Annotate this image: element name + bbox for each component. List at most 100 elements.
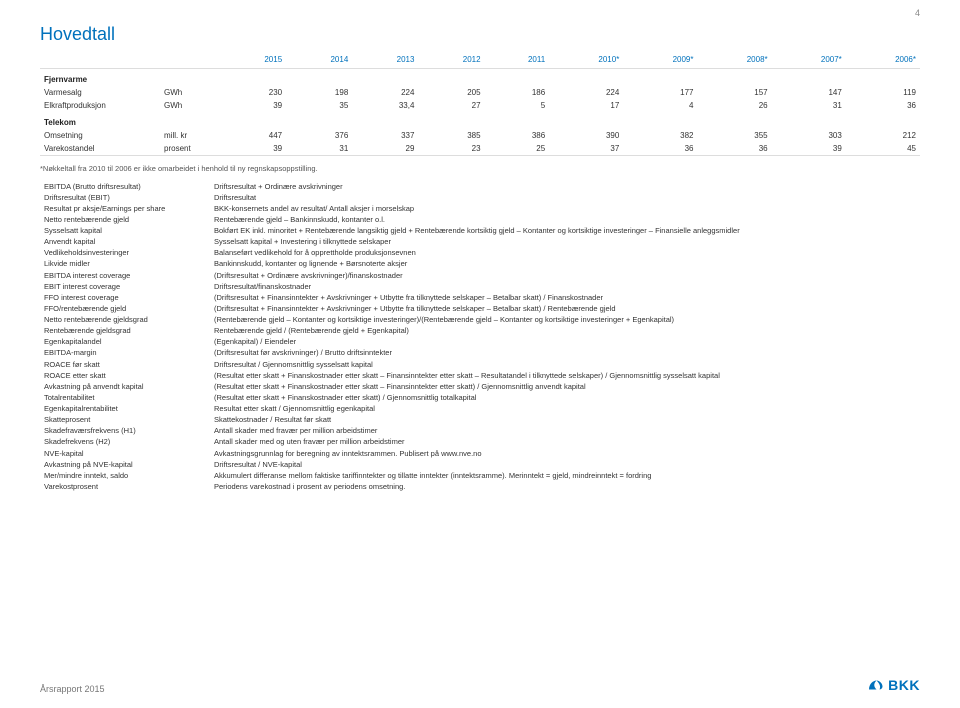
row-value: 119 — [846, 86, 920, 99]
row-value: 39 — [772, 142, 846, 155]
logo-text: BKK — [888, 677, 920, 693]
definition-desc: BKK-konsernets andel av resultat/ Antall… — [210, 203, 920, 214]
definition-term: Egenkapitalrentabilitet — [40, 404, 210, 415]
row-label: Varmesalg — [40, 86, 160, 99]
definition-row: FFO interest coverage(Driftsresultat + F… — [40, 292, 920, 303]
definition-desc: (Driftsresultat + Finansinntekter + Avsk… — [210, 292, 920, 303]
definition-term: FFO/rentebærende gjeld — [40, 303, 210, 314]
table-row: VarmesalgGWh2301982242051862241771571471… — [40, 86, 920, 99]
definition-desc: Skattekostnader / Resultat før skatt — [210, 415, 920, 426]
definition-desc: Bankinnskudd, kontanter og lignende + Bø… — [210, 259, 920, 270]
definition-desc: (Driftsresultat + Finansinntekter + Avsk… — [210, 303, 920, 314]
col-year: 2011 — [485, 53, 550, 69]
row-unit: mill. kr — [160, 129, 220, 142]
row-value: 25 — [485, 142, 550, 155]
definition-desc: (Resultat etter skatt + Finanskostnader … — [210, 392, 920, 403]
definition-row: EgenkapitalrentabilitetResultat etter sk… — [40, 404, 920, 415]
row-value: 147 — [772, 86, 846, 99]
definition-desc: Driftsresultat + Ordinære avskrivninger — [210, 181, 920, 192]
col-spacer — [160, 53, 220, 69]
row-value: 212 — [846, 129, 920, 142]
row-value: 390 — [549, 129, 623, 142]
page-number: 4 — [915, 8, 920, 18]
definition-row: Anvendt kapitalSysselsatt kapital + Inve… — [40, 237, 920, 248]
row-value: 17 — [549, 99, 623, 112]
row-value: 303 — [772, 129, 846, 142]
definition-row: EBITDA (Brutto driftsresultat)Driftsresu… — [40, 181, 920, 192]
footer-text: Årsrapport 2015 — [40, 684, 105, 694]
definition-term: Avkastning på NVE-kapital — [40, 459, 210, 470]
definition-row: Mer/mindre inntekt, saldoAkkumulert diff… — [40, 470, 920, 481]
definition-row: EBITDA-margin(Driftsresultat før avskriv… — [40, 348, 920, 359]
definition-desc: Driftsresultat / NVE-kapital — [210, 459, 920, 470]
row-label: Omsetning — [40, 129, 160, 142]
row-value: 31 — [286, 142, 352, 155]
definition-term: Skadefraværsfrekvens (H1) — [40, 426, 210, 437]
definition-term: ROACE før skatt — [40, 359, 210, 370]
row-value: 205 — [418, 86, 484, 99]
definition-term: EBITDA-margin — [40, 348, 210, 359]
definition-row: ROACE før skattDriftsresultat / Gjennoms… — [40, 359, 920, 370]
definition-desc: Rentebærende gjeld / (Rentebærende gjeld… — [210, 326, 920, 337]
row-value: 5 — [485, 99, 550, 112]
row-value: 337 — [352, 129, 418, 142]
definition-term: Sysselsatt kapital — [40, 226, 210, 237]
section-name: Telekom — [40, 112, 920, 129]
definition-row: EBITDA interest coverage(Driftsresultat … — [40, 270, 920, 281]
row-value: 26 — [697, 99, 771, 112]
row-value: 230 — [220, 86, 286, 99]
definitions-table: EBITDA (Brutto driftsresultat)Driftsresu… — [40, 181, 920, 493]
definition-desc: Periodens varekostnad i prosent av perio… — [210, 481, 920, 492]
row-value: 29 — [352, 142, 418, 155]
definition-term: EBITDA (Brutto driftsresultat) — [40, 181, 210, 192]
definition-desc: Driftsresultat/finanskostnader — [210, 281, 920, 292]
row-value: 386 — [485, 129, 550, 142]
definition-row: SkatteprosentSkattekostnader / Resultat … — [40, 415, 920, 426]
col-year: 2009* — [623, 53, 697, 69]
main-table-wrap: 201520142013201220112010*2009*2008*2007*… — [40, 53, 920, 156]
row-value: 27 — [418, 99, 484, 112]
definition-desc: (Resultat etter skatt + Finanskostnader … — [210, 370, 920, 381]
footer: Årsrapport 2015 BKK — [40, 676, 920, 694]
definition-term: Netto rentebærende gjeldsgrad — [40, 315, 210, 326]
row-value: 157 — [697, 86, 771, 99]
definition-desc: Rentebærende gjeld – Bankinnskudd, konta… — [210, 214, 920, 225]
definition-term: Skatteprosent — [40, 415, 210, 426]
definition-term: Likvide midler — [40, 259, 210, 270]
col-year: 2006* — [846, 53, 920, 69]
definition-row: Egenkapitalandel(Egenkapital) / Eiendele… — [40, 337, 920, 348]
definition-term: Rentebærende gjeldsgrad — [40, 326, 210, 337]
definition-term: Driftsresultat (EBIT) — [40, 192, 210, 203]
definition-desc: (Driftsresultat før avskrivninger) / Bru… — [210, 348, 920, 359]
definition-term: Varekostprosent — [40, 481, 210, 492]
definition-term: Totalrentabilitet — [40, 392, 210, 403]
definition-term: Avkastning på anvendt kapital — [40, 381, 210, 392]
definition-term: Anvendt kapital — [40, 237, 210, 248]
row-value: 198 — [286, 86, 352, 99]
table-row: ElkraftproduksjonGWh393533,4275174263136 — [40, 99, 920, 112]
definition-desc: Driftsresultat — [210, 192, 920, 203]
table-row: Omsetningmill. kr44737633738538639038235… — [40, 129, 920, 142]
row-label: Varekostandel — [40, 142, 160, 155]
row-value: 224 — [549, 86, 623, 99]
definition-row: Totalrentabilitet(Resultat etter skatt +… — [40, 392, 920, 403]
definition-term: ROACE etter skatt — [40, 370, 210, 381]
logo: BKK — [866, 676, 920, 694]
row-value: 37 — [549, 142, 623, 155]
col-year: 2012 — [418, 53, 484, 69]
page-title: Hovedtall — [40, 24, 115, 45]
definition-desc: Balanseført vedlikehold for å oppretthol… — [210, 248, 920, 259]
definition-row: VedlikeholdsinvesteringerBalanseført ved… — [40, 248, 920, 259]
col-year: 2008* — [697, 53, 771, 69]
row-unit: prosent — [160, 142, 220, 155]
definition-row: Sysselsatt kapitalBokført EK inkl. minor… — [40, 226, 920, 237]
definition-row: Driftsresultat (EBIT)Driftsresultat — [40, 192, 920, 203]
row-value: 376 — [286, 129, 352, 142]
row-value: 36 — [623, 142, 697, 155]
row-value: 186 — [485, 86, 550, 99]
definition-term: NVE-kapital — [40, 448, 210, 459]
row-value: 23 — [418, 142, 484, 155]
row-value: 36 — [697, 142, 771, 155]
section-row: Fjernvarme — [40, 69, 920, 87]
col-year: 2015 — [220, 53, 286, 69]
